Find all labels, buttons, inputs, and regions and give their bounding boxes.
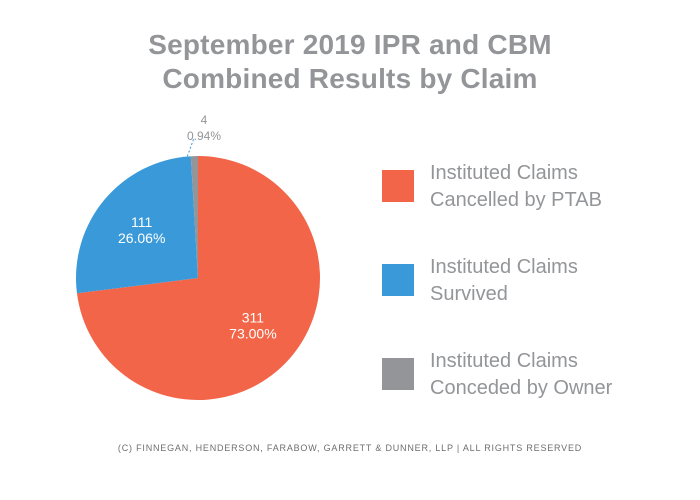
legend-item-cancelled: Instituted Claims Cancelled by PTAB [382, 160, 682, 220]
legend-swatch-conceded [382, 358, 414, 390]
legend-swatch-cancelled [382, 170, 414, 202]
data-label-conceded-percent: 0.94% [187, 129, 221, 143]
copyright-footer: (c) Finnegan, Henderson, Farabow, Garret… [117, 443, 583, 453]
pie-slice-conceded [190, 156, 198, 278]
data-label-conceded-count: 4 [201, 113, 208, 127]
chart-title-line-1: September 2019 IPR and CBM [148, 29, 552, 60]
data-label-survived-percent: 26.06% [118, 230, 165, 246]
pie-slices [76, 156, 321, 400]
pie-slice-cancelled [76, 156, 321, 400]
legend-label-survived: Instituted Claims Survived [430, 256, 578, 305]
data-label-survived-count: 111 [131, 214, 152, 230]
legend-item-survived: Instituted Claims Survived [382, 254, 682, 314]
legend-label-cancelled: Instituted Claims Cancelled by PTAB [430, 162, 602, 211]
legend-item-conceded: Instituted Claims Conceded by Owner [382, 348, 682, 408]
data-label-cancelled-percent: 73.00% [229, 325, 276, 341]
chart-title: September 2019 IPR and CBM Combined Resu… [0, 28, 700, 96]
pie-slice-survived [76, 156, 198, 294]
chart-title-line-2: Combined Results by Claim [162, 63, 538, 94]
legend-label-conceded: Instituted Claims Conceded by Owner [430, 350, 613, 399]
data-label-cancelled-count: 311 [242, 309, 265, 325]
legend-swatch-survived [382, 264, 414, 296]
